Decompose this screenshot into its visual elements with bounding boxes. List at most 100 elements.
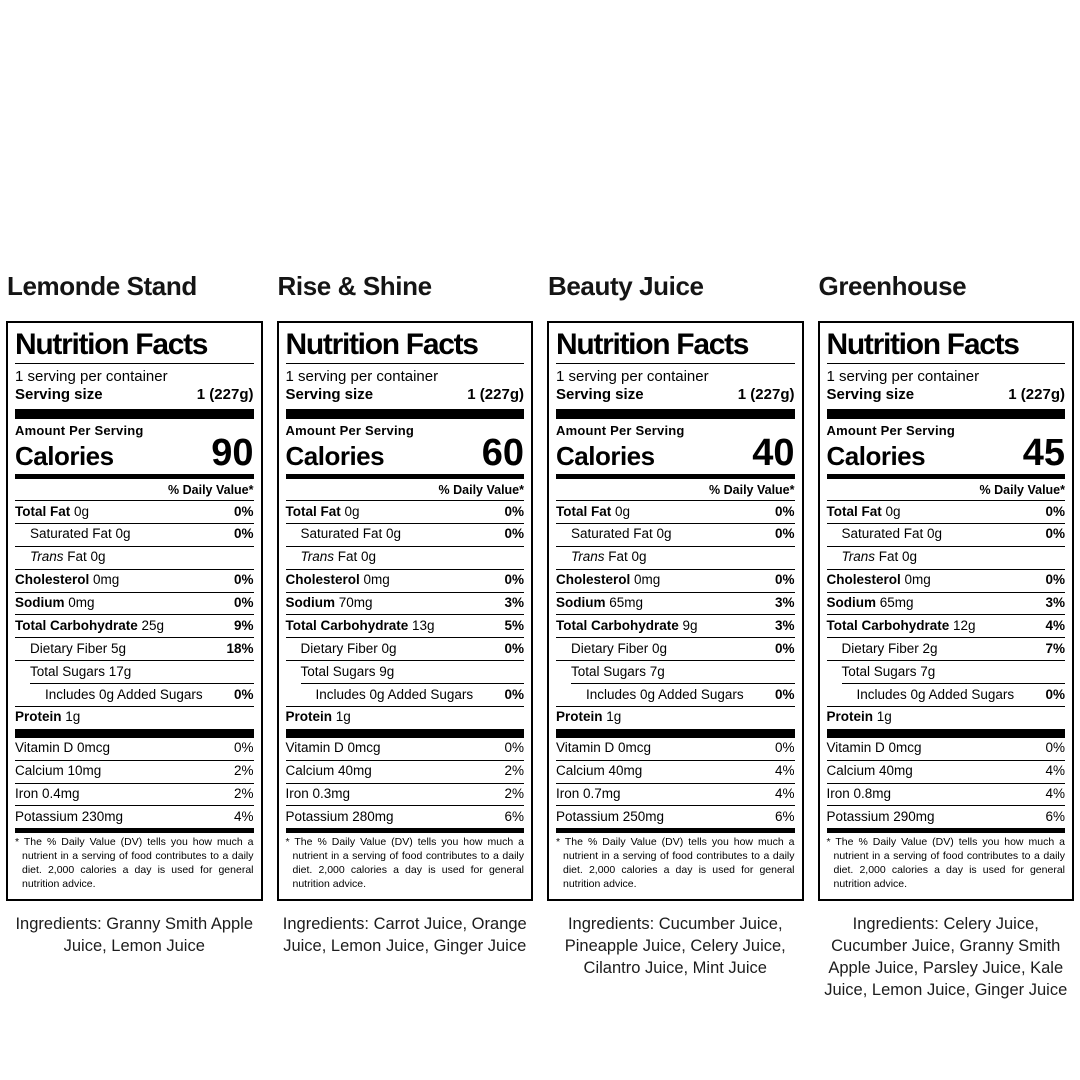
product-name: Rise & Shine	[277, 271, 433, 301]
nutrient-row: Vitamin D 0mcg 0%	[15, 738, 254, 760]
nutrition-facts-label: Nutrition Facts 1 serving per container …	[6, 320, 263, 901]
product-column: Lemonde Stand Nutrition Facts 1 serving …	[6, 272, 263, 974]
nutrient-name: Calcium 10mg	[15, 763, 102, 779]
calories-value: 45	[1022, 432, 1065, 475]
nutrient-row: Includes 0g Added Sugars 0%	[841, 683, 1065, 706]
nutrient-name: Total Fat 0g	[15, 503, 90, 519]
serving-size-row: Serving size 1 (227g)	[827, 386, 1066, 409]
nutrient-name: Total Carbohydrate 25g	[15, 617, 165, 633]
medium-divider-bar	[15, 474, 254, 480]
nutrient-daily-value: 2%	[233, 786, 254, 802]
nutrient-row: Total Fat 0g 0%	[556, 500, 795, 523]
product-column: Greenhouse Nutrition Facts 1 serving per…	[817, 272, 1074, 1018]
nutrient-row: Cholesterol 0mg 0%	[556, 568, 795, 592]
nutrient-name: Includes 0g Added Sugars	[45, 686, 203, 702]
nutrient-name: Dietary Fiber 2g	[841, 640, 938, 656]
nutrient-name: Total Carbohydrate 9g	[556, 617, 698, 633]
nutrient-row: Includes 0g Added Sugars 0%	[571, 683, 795, 706]
servings-per-container: 1 serving per container	[285, 367, 439, 385]
calories-row: Calories 60	[286, 434, 525, 474]
nutrient-name: Cholesterol 0mg	[285, 572, 390, 588]
nutrient-name: Saturated Fat 0g	[571, 526, 672, 542]
nutrient-row: Sodium 65mg 3%	[556, 591, 795, 615]
nutrient-name: Vitamin D 0mcg	[826, 740, 922, 756]
nutrient-daily-value: 0%	[233, 503, 254, 519]
serving-size-label: Serving size	[826, 386, 915, 404]
nutrient-name: Saturated Fat 0g	[300, 526, 402, 542]
nutrient-row: Saturated Fat 0g 0%	[556, 522, 795, 546]
nutrient-name: Sodium 65mg	[826, 595, 914, 611]
ingredients-text: Ingredients: Cucumber Juice, Pineapple J…	[564, 914, 786, 977]
nutrient-name: Potassium 290mg	[826, 808, 935, 824]
nutrient-name: Vitamin D 0mcg	[285, 740, 381, 756]
nutrient-row: Trans Fat 0g	[15, 545, 254, 569]
thick-divider-bar	[15, 728, 254, 738]
thick-divider-bar	[15, 409, 254, 420]
nutrient-name: Protein 1g	[285, 709, 351, 725]
nutrient-name: Iron 0.3mg	[285, 786, 351, 802]
nutrient-daily-value: 3%	[504, 595, 524, 611]
servings-per-container: 1 serving per container	[826, 367, 980, 385]
nutrient-daily-value: 0%	[774, 572, 795, 588]
nutrient-row: Total Fat 0g 0%	[285, 500, 524, 523]
nutrient-daily-value: 4%	[774, 763, 795, 779]
daily-value-header: % Daily Value*	[709, 483, 795, 498]
nutrient-name: Total Fat 0g	[285, 503, 360, 519]
nutrient-row: Calcium 40mg 2%	[285, 759, 524, 783]
nutrient-row: Protein 1g	[826, 705, 1065, 729]
nutrient-row: Iron 0.4mg 2%	[15, 782, 254, 806]
ingredients-text: Ingredients: Granny Smith Apple Juice, L…	[15, 914, 254, 955]
serving-size-label: Serving size	[15, 386, 103, 404]
nutrient-row: Includes 0g Added Sugars 0%	[300, 683, 524, 706]
nutrient-row: Protein 1g	[15, 705, 254, 729]
ingredients-text: Ingredients: Carrot Juice, Orange Juice,…	[282, 914, 527, 955]
nutrient-row: Calcium 10mg 2%	[15, 759, 254, 783]
nutrient-daily-value: 0%	[233, 526, 254, 542]
nutrient-name: Saturated Fat 0g	[30, 526, 131, 542]
nutrient-daily-value: 0%	[1045, 503, 1065, 519]
nutrient-daily-value: 0%	[1045, 572, 1065, 588]
vitamins-list: Vitamin D 0mcg 0% Calcium 40mg 4% Iron 0.7mg…	[556, 738, 795, 829]
nutrient-row: Dietary Fiber 0g 0%	[285, 637, 524, 660]
nutrient-daily-value: 0%	[504, 740, 524, 756]
nutrition-facts-label: Nutrition Facts 1 serving per container …	[817, 320, 1074, 901]
vitamins-list: Vitamin D 0mcg 0% Calcium 10mg 2% Iron 0.4mg…	[15, 738, 254, 829]
nutrient-name: Calcium 40mg	[556, 763, 643, 779]
nutrient-daily-value: 6%	[774, 808, 795, 824]
serving-size-row: Serving size 1 (227g)	[286, 386, 525, 409]
nutrient-name: Saturated Fat 0g	[841, 526, 943, 542]
nutrient-row: Protein 1g	[285, 705, 524, 729]
daily-value-footnote: * The % Daily Value (DV) tells you how m…	[826, 836, 1066, 890]
nutrient-name: Total Fat 0g	[826, 503, 901, 519]
medium-divider-bar	[826, 828, 1065, 834]
thick-divider-bar	[556, 728, 795, 738]
daily-value-header: % Daily Value*	[979, 483, 1065, 498]
vitamins-list: Vitamin D 0mcg 0% Calcium 40mg 2% Iron 0.3mg…	[285, 738, 525, 829]
servings-per-container: 1 serving per container	[556, 367, 709, 385]
medium-divider-bar	[285, 828, 524, 834]
nutrient-daily-value: 0%	[1045, 686, 1065, 702]
nutrient-daily-value: 2%	[504, 763, 524, 779]
thick-divider-bar	[285, 409, 524, 420]
daily-value-header: % Daily Value*	[168, 483, 254, 498]
nutrient-name: Total Sugars 7g	[571, 663, 665, 679]
nutrient-daily-value: 0%	[233, 595, 254, 611]
calories-row: Calories 90	[15, 434, 254, 474]
nutrient-row: Protein 1g	[556, 705, 795, 729]
nutrient-name: Calcium 40mg	[826, 763, 913, 779]
nutrient-row: Vitamin D 0mcg 0%	[556, 738, 795, 760]
nutrient-daily-value: 0%	[504, 526, 524, 542]
nutrient-daily-value: 9%	[233, 617, 254, 633]
daily-value-footnote: * The % Daily Value (DV) tells you how m…	[15, 836, 254, 890]
nutrient-row: Saturated Fat 0g 0%	[15, 522, 254, 546]
nutrient-name: Total Carbohydrate 13g	[285, 617, 435, 633]
nutrient-name: Includes 0g Added Sugars	[856, 686, 1015, 702]
nutrient-daily-value: 3%	[774, 595, 795, 611]
nutrient-name: Total Carbohydrate 12g	[826, 617, 976, 633]
nutrient-row: Dietary Fiber 5g 18%	[15, 637, 254, 660]
nutrient-row: Trans Fat 0g	[285, 545, 524, 569]
nutrient-name: Total Sugars 17g	[30, 663, 132, 679]
nutrient-name: Protein 1g	[556, 709, 622, 725]
nutrient-row: Vitamin D 0mcg 0%	[286, 738, 525, 760]
serving-size-value: 1 (227g)	[737, 386, 795, 404]
